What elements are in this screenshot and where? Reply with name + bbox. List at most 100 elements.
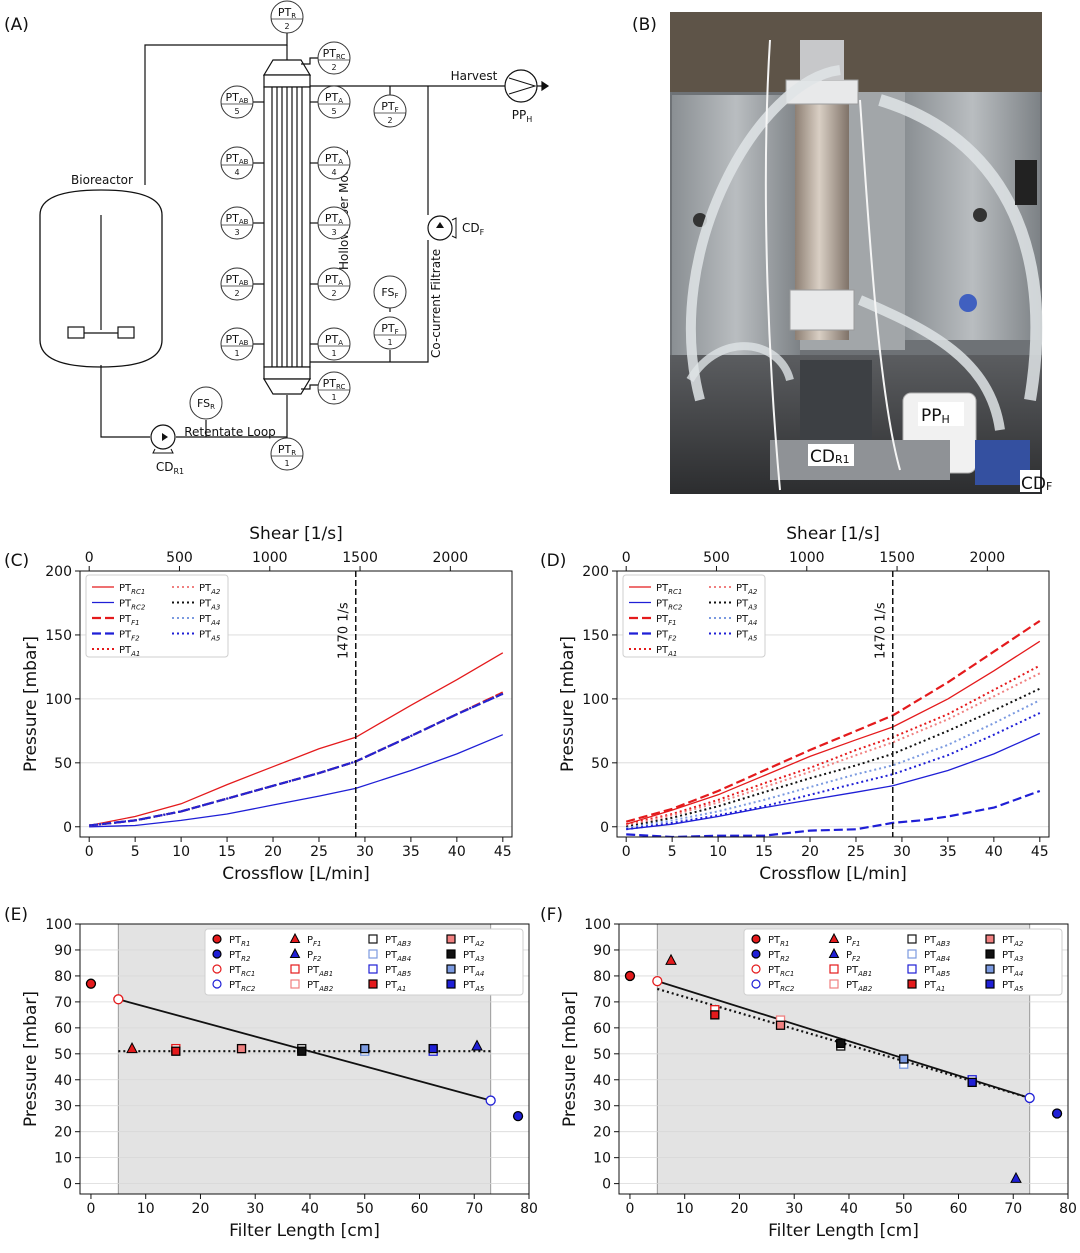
photo-label-pph-text: PPH xyxy=(921,406,950,426)
legend-label-ab2-main: PT xyxy=(307,980,320,991)
legend-marker xyxy=(446,979,456,989)
x-tick-label: 70 xyxy=(465,1201,483,1217)
marker-f1 xyxy=(665,953,677,965)
legend-marker xyxy=(907,949,917,959)
sensor-number: 4 xyxy=(331,168,336,177)
legend-marker xyxy=(907,934,917,944)
legend-marker xyxy=(289,932,301,943)
legend-label-rc2-sub: RC2 xyxy=(668,604,683,612)
photo-label-cdr1-bg xyxy=(808,444,854,466)
sensor-code-sub: RC xyxy=(336,53,346,61)
photo-label-cdr1-text: CDR1 xyxy=(810,447,850,467)
legend-label-a1-sub: A1 xyxy=(667,650,677,658)
chart-panel-e: (E) 0 10 20 30 40 50 60 70 80 0 10 20 30 40 50 60 70 80 90… xyxy=(4,905,538,1241)
sensor-bubble xyxy=(317,206,351,240)
x-axis-label: Filter Length [cm] xyxy=(229,1221,380,1241)
legend-label-a5-sub: A5 xyxy=(210,635,221,643)
legend-label-f1-main: PT xyxy=(119,614,132,625)
x-tick-label: 35 xyxy=(939,844,957,860)
sensor-code-main: FS xyxy=(381,286,394,299)
legend-label-a2-sub: A2 xyxy=(1013,940,1024,948)
legend-label-f1-sub: F1 xyxy=(852,940,860,948)
legend-marker xyxy=(985,964,995,974)
sensor-bubble xyxy=(317,41,351,75)
legend-label-a2-main: PT xyxy=(463,935,476,946)
legend-label-r1-sub: R1 xyxy=(780,940,789,948)
legend-label-ab5-sub: AB5 xyxy=(396,970,412,978)
legend-label-ab1-sub: AB1 xyxy=(318,970,333,978)
sensor-pta5: PTA5 xyxy=(317,85,351,119)
x-tick-label: 0 xyxy=(85,844,94,860)
photo-label-cdf-text: CDF xyxy=(1021,474,1052,494)
x-tick-label: 10 xyxy=(709,844,727,860)
legend-marker xyxy=(368,964,378,974)
legend-label-a4-sub: A4 xyxy=(474,970,484,978)
sensor-number: 2 xyxy=(284,22,289,31)
legend-label-a4-main: PT xyxy=(463,965,476,976)
legend-label-f1-sub: F1 xyxy=(668,619,676,627)
legend-label-a1: PTA1 xyxy=(656,645,677,658)
legend-marker xyxy=(446,949,456,959)
x-tick-label: 40 xyxy=(448,844,466,860)
y-tick-label: 40 xyxy=(593,1073,611,1089)
legend-label-a4: PTA4 xyxy=(199,614,220,627)
legend-marker xyxy=(212,949,222,959)
y-tick-label: 100 xyxy=(584,917,611,933)
photo-port xyxy=(973,208,987,222)
top-x-tick-label: 1000 xyxy=(252,550,288,566)
legend-label-a3-main: PT xyxy=(1002,950,1015,961)
legend-marker xyxy=(212,979,222,989)
sensor-code-sub: AB xyxy=(239,97,249,105)
legend-label-a3-main: PT xyxy=(199,599,212,610)
series-line-f1 xyxy=(625,619,1041,823)
photo-cable xyxy=(764,39,781,491)
marker-a5 xyxy=(967,1077,977,1088)
legend-label-rc1-main: PT xyxy=(768,965,781,976)
legend-label-f2: PTF2 xyxy=(656,630,677,643)
marker-r2 xyxy=(512,1110,524,1122)
y-tick-label: 50 xyxy=(54,756,72,772)
legend-label-r1-main: PT xyxy=(768,935,781,946)
y-axis-label: Pressure [mbar] xyxy=(21,636,41,772)
sensor-bubble xyxy=(317,85,351,119)
sensor-code-main: PT xyxy=(226,152,240,165)
y-tick-label: 80 xyxy=(593,969,611,985)
sensor-bubble xyxy=(270,0,304,34)
sensor-code: PTAB xyxy=(226,212,249,226)
legend-label-a1-main: PT xyxy=(119,645,132,656)
pump-pph-body xyxy=(504,69,538,103)
legend-label-f1: PF1 xyxy=(307,935,322,948)
y-tick-label: 100 xyxy=(45,692,72,708)
tap-rc2 xyxy=(301,57,320,65)
legend-label-rc1-sub: RC1 xyxy=(668,588,682,596)
photo-panel: (B) xyxy=(632,12,1052,494)
sensor-code-sub: A xyxy=(338,339,343,347)
legend-label-a4: PTA4 xyxy=(463,965,484,978)
y-axis-label: Pressure [mbar] xyxy=(558,636,578,772)
axes-frame xyxy=(618,923,1069,1195)
x-tick-label: 30 xyxy=(785,1201,803,1217)
y-tick-label: 80 xyxy=(54,969,72,985)
legend-label-f2-sub: F2 xyxy=(668,635,677,643)
y-tick-label: 50 xyxy=(54,1047,72,1063)
legend-label-ab4: PTAB4 xyxy=(385,950,411,963)
harvest-label: Harvest xyxy=(451,69,498,83)
legend: PTR1PTR2PTRC1PTRC2PF1PF2PTAB1PTAB2PTAB3P… xyxy=(204,928,524,996)
legend-label-r1-sub: R1 xyxy=(241,940,250,948)
legend-marker xyxy=(829,979,839,989)
sensor-code-main: PT xyxy=(226,333,240,346)
legend-label-a5: PTA5 xyxy=(1002,980,1024,993)
x-tick-label: 15 xyxy=(218,844,236,860)
sensor-code-sub: RC xyxy=(336,383,346,391)
legend-label-f1-main: P xyxy=(846,935,852,946)
axes-frame xyxy=(616,570,1050,838)
legend-box xyxy=(204,928,524,996)
pump-pph: PPH xyxy=(504,69,538,124)
legend-label-rc2: PTRC2 xyxy=(229,980,256,993)
legend-marker xyxy=(985,934,995,944)
legend-label-a5-main: PT xyxy=(1002,980,1015,991)
legend-marker xyxy=(368,934,378,944)
legend-label-a5: PTA5 xyxy=(463,980,485,993)
sensor-code-sub: AB xyxy=(239,339,249,347)
